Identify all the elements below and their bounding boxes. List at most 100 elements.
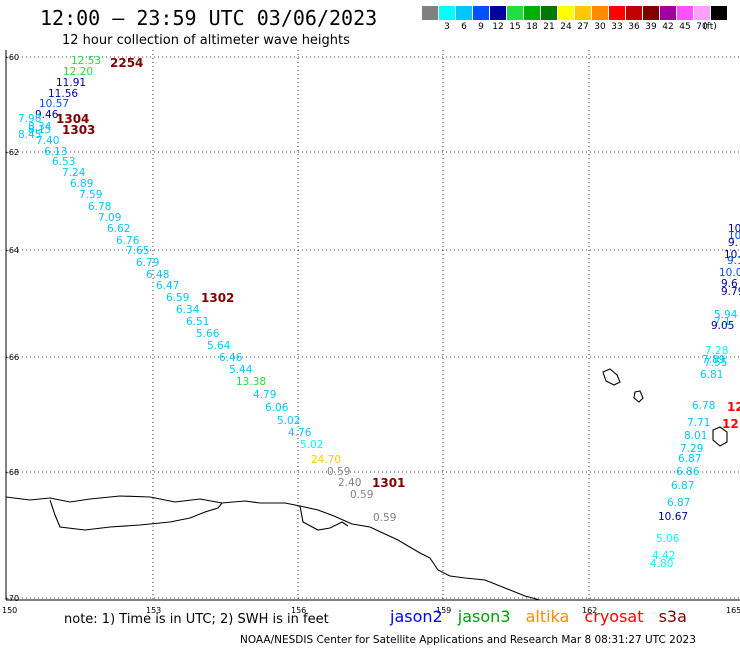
colorbar-label: 21 <box>543 22 555 32</box>
wave-height-value: 6.59 <box>166 292 189 304</box>
page-title: 12:00 – 23:59 UTC 03/06/2023 <box>40 6 378 30</box>
wave-height-value: 4.42 <box>652 550 675 562</box>
wave-height-value: 7.59 <box>79 189 102 201</box>
wave-height-value: 9.6 <box>721 278 738 290</box>
pass-time-tag: 12 <box>727 400 740 414</box>
wave-height-value: 11.56 <box>48 88 78 100</box>
lat-tick-labels: -60 -62 -64 -66 -68 -70 <box>6 53 19 603</box>
colorbar-swatch <box>711 6 727 20</box>
lat-tick-label: -64 <box>6 246 19 255</box>
pass-time-tag: 1301 <box>372 476 405 490</box>
wave-height-value: 9.05 <box>711 320 734 332</box>
wave-height-value: 4.79 <box>253 389 276 401</box>
colorbar-label: 39 <box>645 22 657 32</box>
wave-height-value: 7.24 <box>62 167 86 179</box>
pass-time-tag: 12 <box>722 417 739 431</box>
wave-height-value: 6.78 <box>88 201 111 213</box>
wave-height-value: 0.59 <box>350 489 373 501</box>
lon-tick-label: 153 <box>146 606 161 615</box>
wave-height-value: 6.46 <box>219 352 243 364</box>
wave-height-value: 11.91 <box>56 77 86 89</box>
colorbar-swatch <box>592 6 608 20</box>
lon-tick-label: 150 <box>2 606 17 615</box>
wave-height-value: 5.02 <box>300 439 323 451</box>
wave-height-value: 4.76 <box>288 427 312 439</box>
colorbar-swatch <box>643 6 659 20</box>
wave-height-value: 10. <box>724 249 740 261</box>
wave-height-value: 9.1 <box>727 255 740 267</box>
colorbar-unit-label: (ft) <box>703 22 717 32</box>
lon-tick-label: 162 <box>582 606 597 615</box>
lat-tick-label: -60 <box>6 53 19 62</box>
wave-height-value: 2.40 <box>338 477 361 489</box>
wave-height-value: 6.34 <box>176 304 200 316</box>
colorbar-swatch <box>694 6 710 20</box>
colorbar-label: 3 <box>444 22 450 32</box>
lat-tick-label: -66 <box>6 353 19 362</box>
wave-height-value: 7.28 <box>705 345 728 357</box>
wave-height-value: 6.81 <box>700 369 723 381</box>
colorbar-label: 15 <box>509 22 521 32</box>
wave-height-value: 6.48 <box>146 269 169 281</box>
colorbar-swatch <box>439 6 455 20</box>
wave-height-observations: 12.5312.2011.9111.5610.579.467.988.348.1… <box>18 55 740 570</box>
pass-time-tag: 1303 <box>62 123 95 137</box>
wave-height-value: 7.89 <box>702 354 725 366</box>
wave-height-value: 12.20 <box>63 66 93 78</box>
wave-height-value: 0.59 <box>327 466 350 478</box>
wave-height-value: 6.13 <box>44 146 67 158</box>
wave-height-value: 10. <box>728 223 740 235</box>
colorbar-label: 18 <box>526 22 538 32</box>
colorbar-label: 33 <box>611 22 623 32</box>
colorbar-label: 70 <box>696 22 708 32</box>
wave-height-value: 8.45 <box>18 129 41 141</box>
wave-height-value: 7.29 <box>680 443 703 455</box>
wave-height-value: 7.98 <box>18 113 41 125</box>
wave-height-value: 24.70 <box>311 454 341 466</box>
wave-height-value: 12.53 <box>71 55 101 67</box>
wave-height-value: 6.06 <box>265 402 289 414</box>
wave-height-value: 6.79 <box>136 257 159 269</box>
wave-height-value: 6.89 <box>70 178 93 190</box>
wave-height-value: 8.01 <box>684 430 707 442</box>
colorbar-label: 12 <box>492 22 504 32</box>
colorbar-swatch <box>660 6 676 20</box>
wave-height-value: 6.47 <box>156 280 179 292</box>
wave-height-value: 4.80 <box>650 558 673 570</box>
wave-height-value: 5.02 <box>277 415 300 427</box>
colorbar-label: 36 <box>628 22 640 32</box>
legend-item-jason3: jason3 <box>457 607 511 626</box>
wave-height-value: 9.46 <box>35 109 59 121</box>
page-subtitle: 12 hour collection of altimeter wave hei… <box>62 33 350 48</box>
wave-height-value: 13.38 <box>236 376 266 388</box>
colorbar-swatch <box>422 6 438 20</box>
pass-time-tag: 1302 <box>201 291 234 305</box>
coastline <box>5 368 728 601</box>
colorbar-swatch <box>575 6 591 20</box>
wave-height-value: 6.86 <box>676 466 700 478</box>
colorbar-label: 24 <box>560 22 572 32</box>
wave-height-value: 7.1 <box>714 316 731 328</box>
legend-item-jason2: jason2 <box>390 607 443 626</box>
colorbar-swatch <box>524 6 540 20</box>
colorbar-label: 9 <box>478 22 484 32</box>
wave-height-value: 7.71 <box>687 417 710 429</box>
lon-tick-label: 156 <box>291 606 306 615</box>
lat-tick-label: -62 <box>6 148 19 157</box>
credit-line: NOAA/NESDIS Center for Satellite Applica… <box>240 634 696 646</box>
wave-height-value: 6.87 <box>678 453 701 465</box>
pass-time-tag: 1304 <box>56 112 89 126</box>
colorbar-swatch <box>473 6 489 20</box>
wave-height-value: 5.94 <box>714 309 738 321</box>
colorbar-label: 27 <box>577 22 589 32</box>
wave-height-value: 6.51 <box>186 316 209 328</box>
colorbar-swatch <box>558 6 574 20</box>
pass-time-tag: 2254 <box>110 56 143 70</box>
legend-item-s3a: s3a <box>658 607 687 626</box>
lon-tick-label: 165 <box>726 606 740 615</box>
wave-height-value: 10. <box>728 230 740 242</box>
colorbar-swatch <box>507 6 523 20</box>
wave-height-value: 7.55 <box>704 357 727 369</box>
